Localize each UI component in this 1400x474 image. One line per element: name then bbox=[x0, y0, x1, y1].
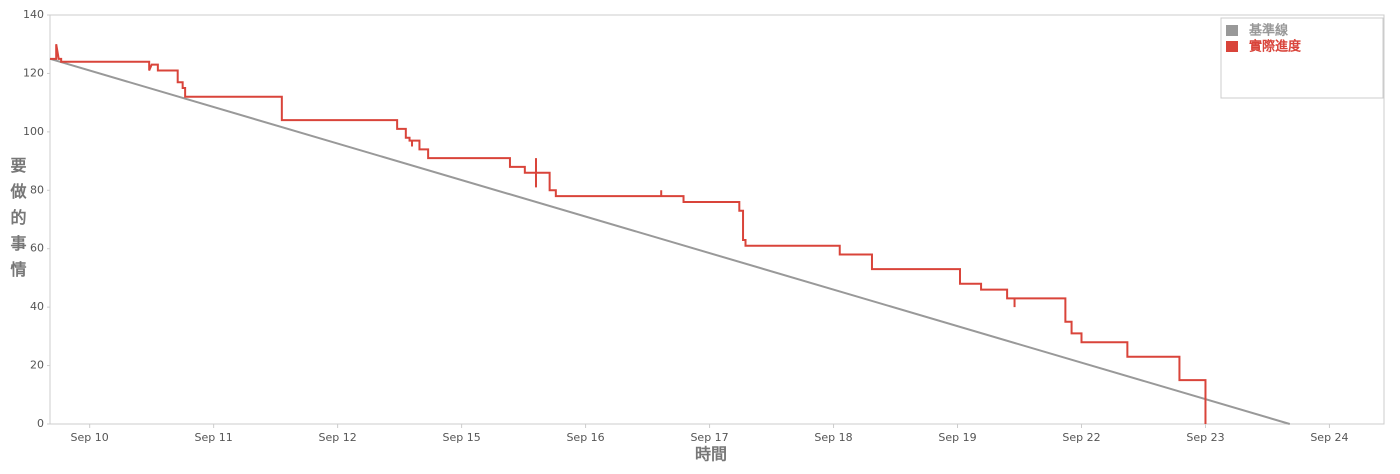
x-tick-label: Sep 10 bbox=[71, 431, 109, 444]
y-tick-label: 60 bbox=[30, 242, 44, 255]
series-line bbox=[49, 57, 1291, 425]
plot-frame bbox=[49, 14, 1385, 425]
legend-swatch bbox=[1226, 25, 1238, 36]
x-tick-label: Sep 22 bbox=[1062, 431, 1100, 444]
x-tick-label: Sep 24 bbox=[1310, 431, 1348, 444]
y-tick-label: 0 bbox=[37, 417, 44, 430]
legend-label: 實際進度 bbox=[1249, 39, 1302, 55]
y-tick-label: 20 bbox=[30, 359, 44, 372]
x-tick-label: Sep 17 bbox=[690, 431, 728, 444]
x-tick-label: Sep 12 bbox=[319, 431, 357, 444]
y-tick-label: 80 bbox=[30, 183, 44, 196]
x-axis-title: 時間 bbox=[695, 445, 727, 464]
x-tick-label: Sep 18 bbox=[814, 431, 852, 444]
y-tick-label: 120 bbox=[23, 66, 44, 79]
legend-swatch bbox=[1226, 41, 1238, 52]
x-tick-label: Sep 23 bbox=[1186, 431, 1224, 444]
x-tick-label: Sep 19 bbox=[938, 431, 976, 444]
y-tick-label: 100 bbox=[23, 125, 44, 138]
x-tick-label: Sep 16 bbox=[566, 431, 604, 444]
series-line bbox=[50, 44, 1207, 424]
y-tick-label: 40 bbox=[30, 300, 44, 313]
y-axis-title: 要做的事情 bbox=[8, 157, 28, 287]
y-tick-label: 140 bbox=[23, 8, 44, 21]
legend-box bbox=[1220, 17, 1384, 99]
legend-label: 基準線 bbox=[1248, 23, 1289, 39]
x-tick-label: Sep 11 bbox=[195, 431, 233, 444]
x-tick-label: Sep 15 bbox=[442, 431, 480, 444]
